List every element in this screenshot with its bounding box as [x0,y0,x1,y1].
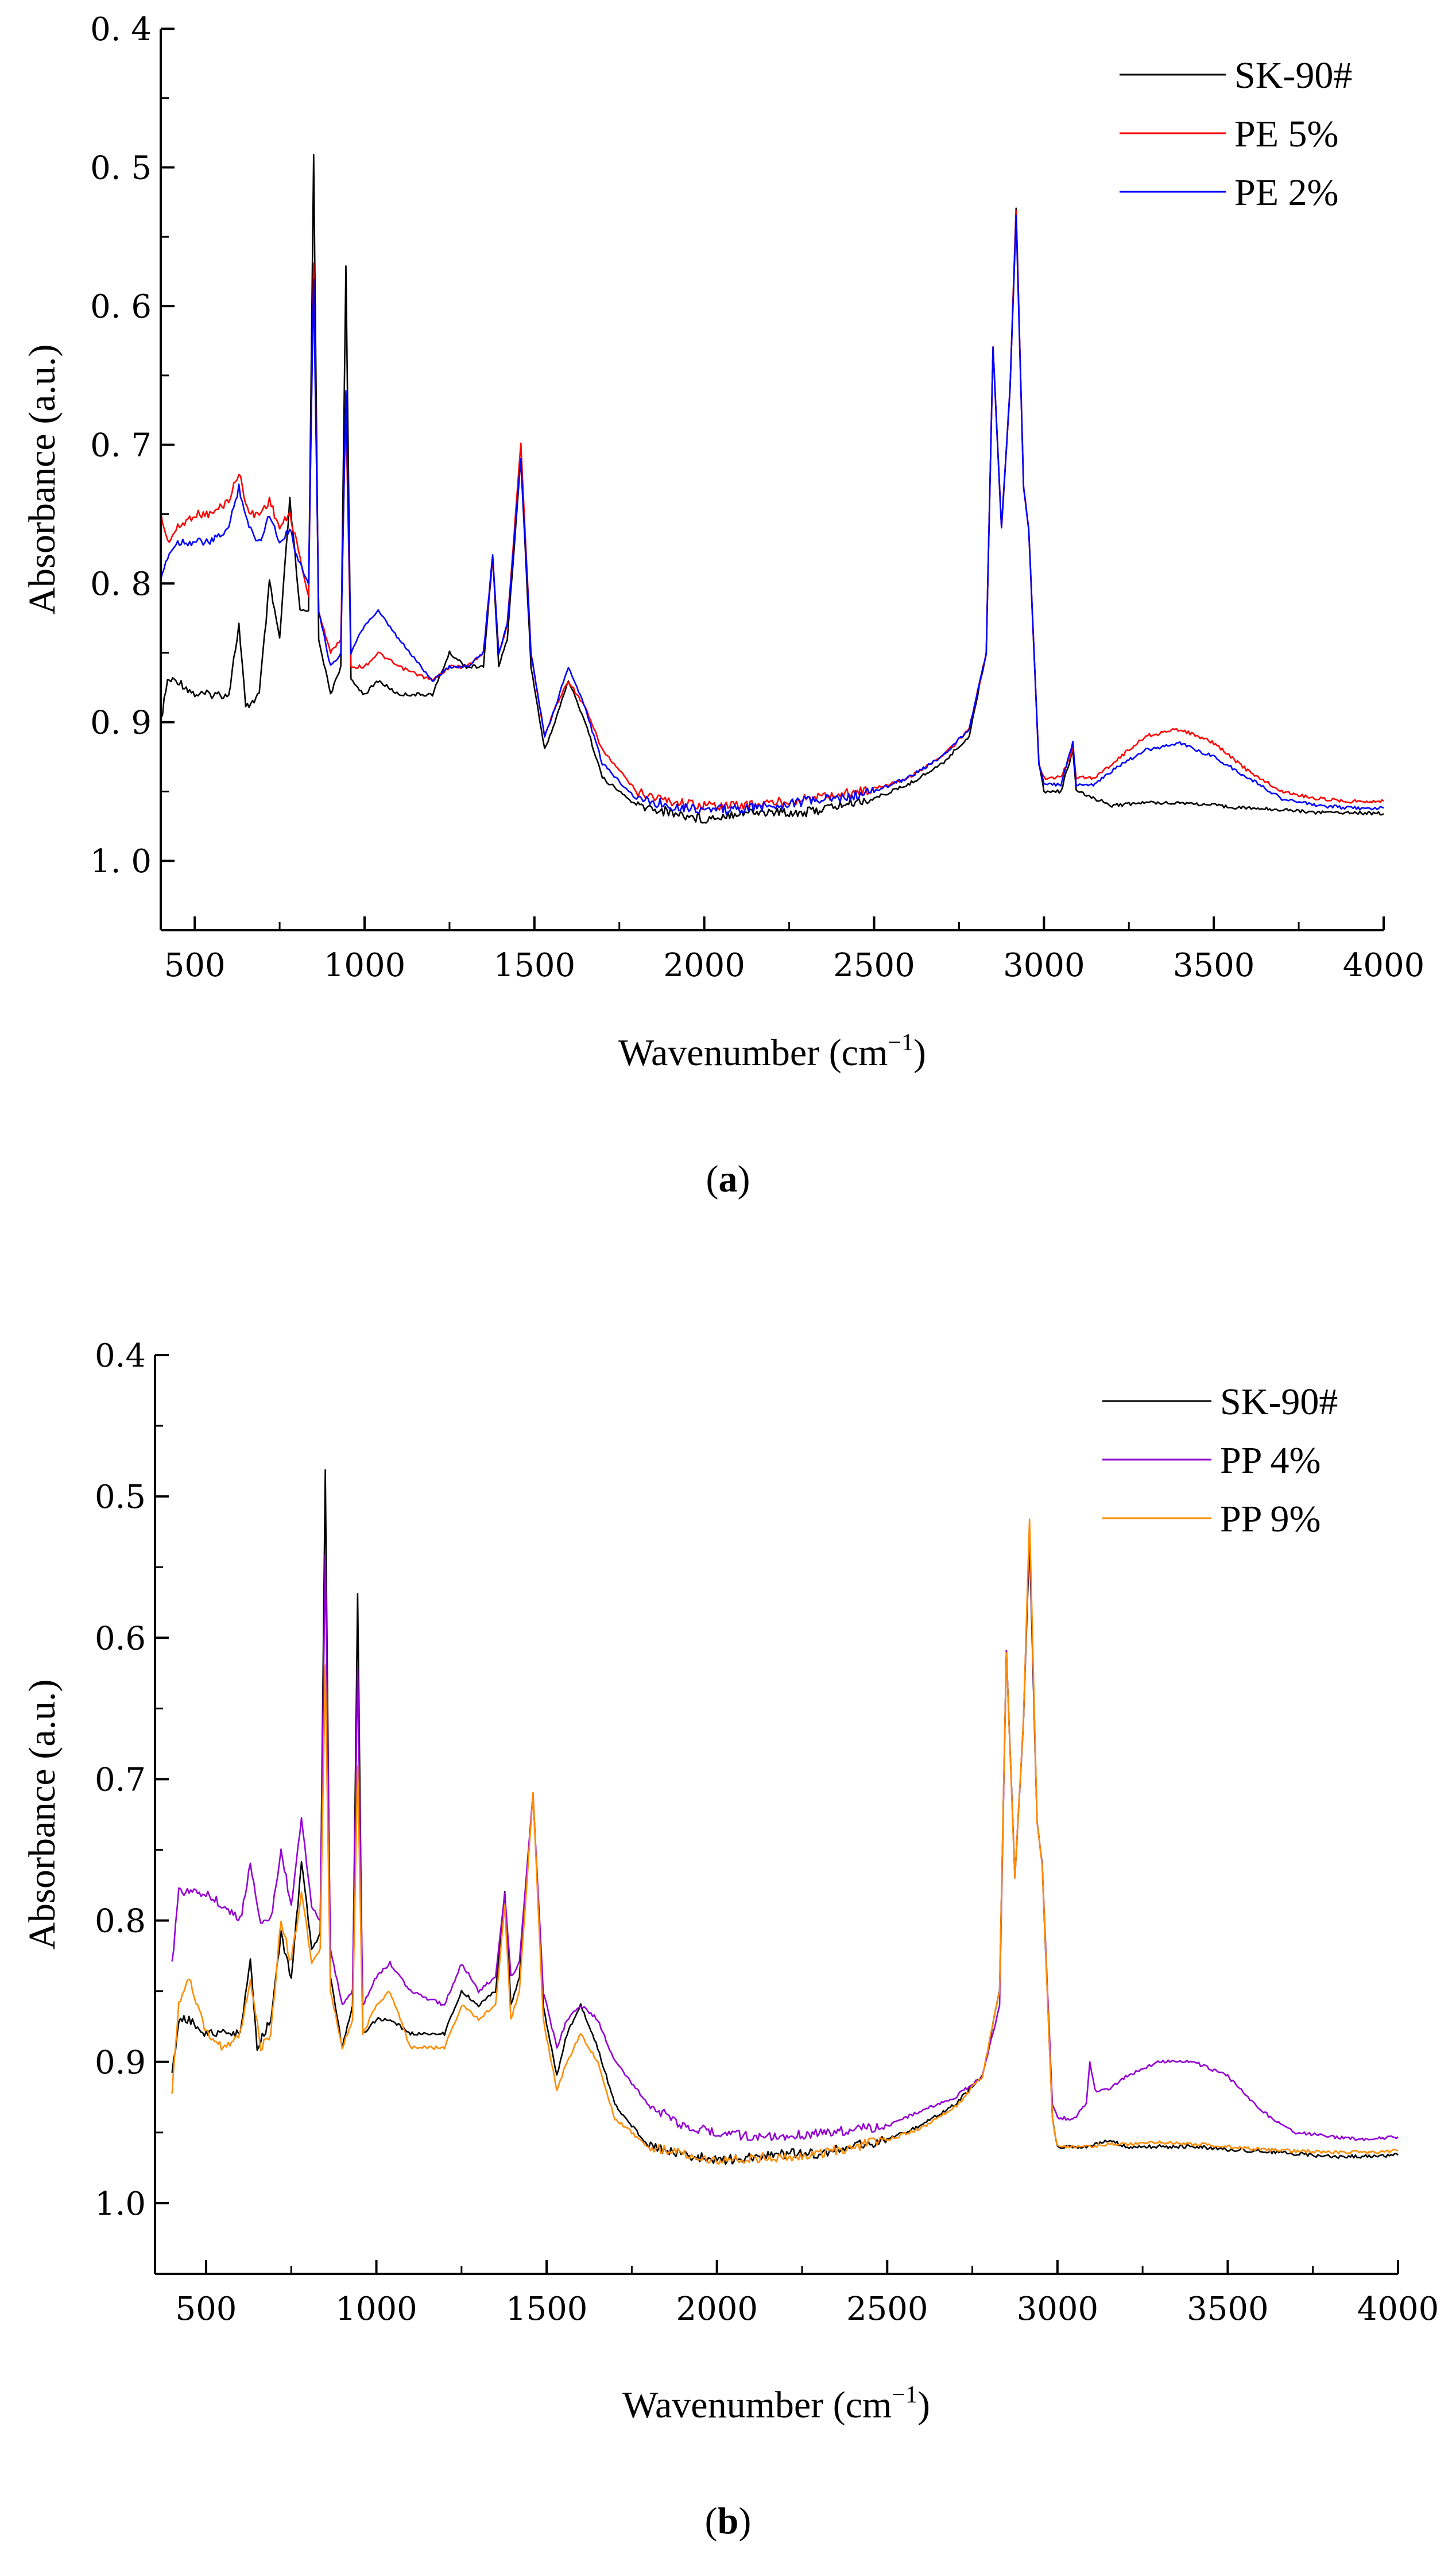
x-tick-label: 2000 [663,947,745,984]
y-tick-label: 0.8 [95,1903,146,1940]
x-tick-label: 1500 [506,2290,588,2328]
y-ticks: 0. 4 0. 5 0. 6 0. 7 0. 8 0. 9 1. 0 [90,11,175,880]
x-tick-label: 2000 [676,2290,758,2328]
y-axis-title: Absorbance (a.u.) [21,1680,63,1950]
x-tick-label: 4000 [1357,2290,1439,2328]
panel-caption: (a) [706,1158,750,1200]
legend-label: PP 4% [1220,1440,1321,1481]
y-tick-label: 0. 7 [90,427,152,465]
series-line [160,210,1384,811]
legend-label: SK-90# [1234,55,1352,96]
x-axis-title: Wavenumber (cm−1) [618,1030,926,1074]
y-tick-label: 0.7 [95,1761,146,1798]
panel-caption: (b) [705,2500,752,2542]
x-tick-label: 500 [164,947,226,984]
y-tick-label: 0. 8 [90,566,152,603]
legend-label: SK-90# [1220,1381,1338,1423]
legend-label: PP 9% [1220,1498,1321,1540]
y-tick-label: 0.4 [95,1337,146,1375]
y-tick-label: 0. 5 [90,150,152,187]
series-line [171,1518,1399,2165]
legend-label: PE 2% [1234,172,1339,214]
x-tick-label: 2500 [833,947,915,984]
y-tick-label: 0.5 [95,1479,146,1516]
series-line [171,1525,1399,2141]
x-tick-label: 3500 [1187,2290,1269,2328]
panel-a: 0. 4 0. 5 0. 6 0. 7 0. 8 0. 9 1. 0 500 1000 1500… [21,11,1424,1200]
x-tick-label: 2500 [846,2290,928,2328]
series-layer [171,1469,1399,2165]
y-tick-label: 0. 9 [90,705,152,742]
legend-label: PE 5% [1234,113,1339,155]
y-tick-label: 0. 6 [90,288,152,326]
y-tick-label: 0.6 [95,1620,146,1657]
x-tick-label: 500 [176,2290,237,2328]
x-tick-label: 3000 [1003,947,1085,984]
x-ticks: 500 1000 1500 2000 2500 3000 3500 4000 [164,916,1425,984]
y-tick-label: 1. 0 [90,843,152,880]
series-line [160,154,1384,824]
x-tick-label: 3500 [1173,947,1255,984]
series-line [171,1469,1399,2165]
x-tick-label: 1500 [494,947,576,984]
legend: SK-90# PP 4% PP 9% [1102,1381,1338,1540]
x-tick-label: 1000 [335,2290,417,2328]
x-tick-label: 4000 [1343,947,1425,984]
y-tick-label: 0. 4 [90,11,152,48]
series-line [160,215,1384,815]
x-tick-label: 1000 [324,947,406,984]
y-tick-label: 0.9 [95,2044,146,2081]
legend: SK-90# PE 5% PE 2% [1120,55,1352,214]
y-tick-label: 1.0 [95,2185,146,2223]
series-layer [160,154,1384,824]
y-ticks: 0.4 0.5 0.6 0.7 0.8 0.9 1.0 [95,1337,169,2223]
panel-b: 0.4 0.5 0.6 0.7 0.8 0.9 1.0 500 1000 1500 2000 250… [21,1337,1439,2542]
x-axis-title: Wavenumber (cm−1) [622,2382,930,2426]
y-axis-title: Absorbance (a.u.) [21,345,63,615]
x-tick-label: 3000 [1017,2290,1099,2328]
x-ticks: 500 1000 1500 2000 2500 3000 3500 4000 [176,2260,1439,2328]
